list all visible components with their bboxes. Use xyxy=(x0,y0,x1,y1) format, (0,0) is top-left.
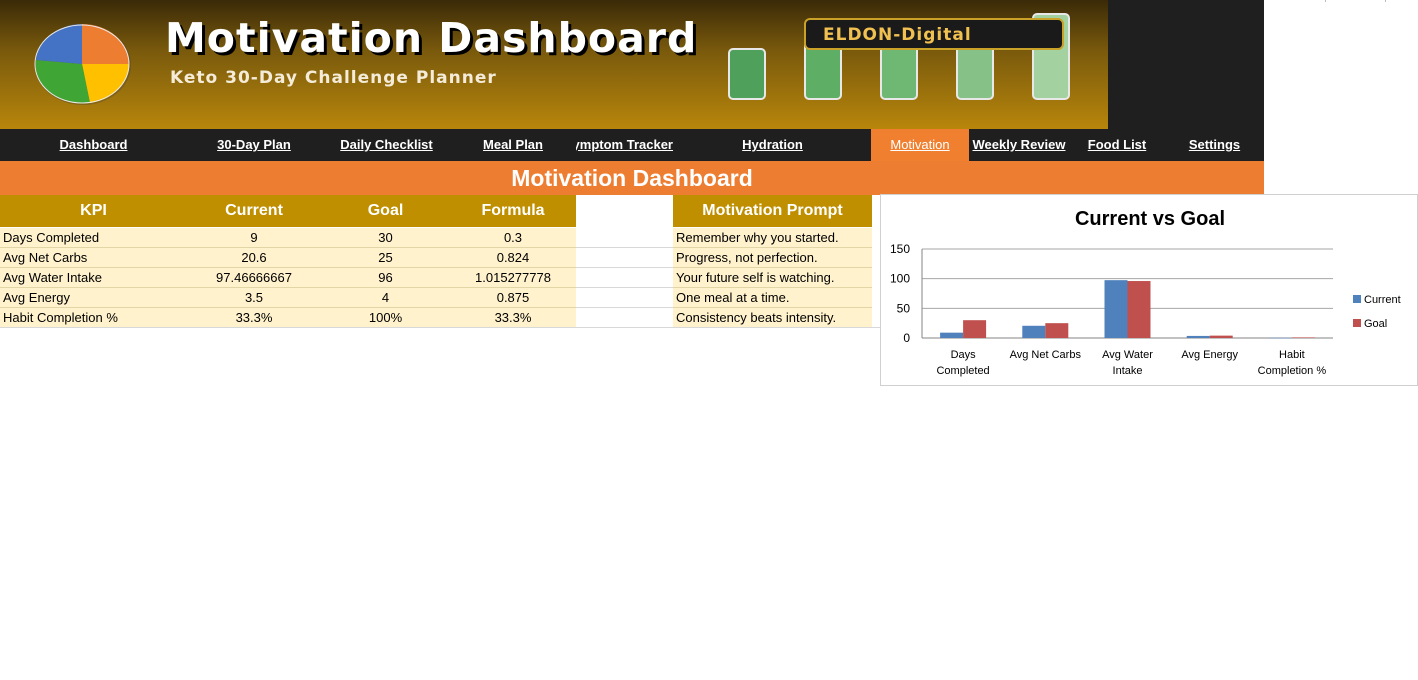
bar-current-1 xyxy=(1022,325,1046,338)
nav-settings[interactable]: Settings xyxy=(1188,137,1241,152)
brand-badge: ELDON-Digital xyxy=(804,18,1064,50)
x-tick-label: Completion % xyxy=(1258,365,1327,377)
row-gridline xyxy=(576,247,673,248)
y-tick-label: 150 xyxy=(890,242,910,256)
table-bottom-border xyxy=(0,327,880,328)
column-header-current: Current xyxy=(187,195,321,227)
nav-motivation[interactable]: Motivation xyxy=(871,129,969,161)
y-tick-label: 50 xyxy=(897,301,911,315)
y-tick-label: 0 xyxy=(903,331,910,345)
nav-hydration[interactable]: Hydration xyxy=(742,137,803,152)
column-header-goal: Goal xyxy=(321,195,450,227)
bar-goal-0 xyxy=(963,320,987,338)
page-subtitle: Keto 30-Day Challenge Planner xyxy=(170,68,497,88)
table-cell-kpi[interactable]: Avg Energy xyxy=(0,288,187,308)
table-cell-kpi[interactable]: Days Completed xyxy=(0,228,187,248)
legend-label-goal: Goal xyxy=(1364,318,1387,330)
pie-logo-icon xyxy=(34,24,131,105)
bar-goal-3 xyxy=(1209,335,1233,338)
x-tick-label: Days xyxy=(951,349,977,361)
brand-label: ELDON-Digital xyxy=(823,25,972,45)
bar-current-3 xyxy=(1186,335,1210,338)
column-header-kpi: KPI xyxy=(0,195,187,227)
table-cell-formula[interactable]: 1.015277778 xyxy=(450,268,576,288)
table-cell-goal[interactable]: 96 xyxy=(321,268,450,288)
nav-symptom-tracker[interactable]: Symptom Tracker xyxy=(576,137,673,152)
row-gridline xyxy=(576,267,673,268)
table-cell-goal[interactable]: 100% xyxy=(321,308,450,328)
x-tick-label: Completed xyxy=(936,365,989,377)
bar-goal-1 xyxy=(1045,323,1069,338)
x-tick-label: Avg Water xyxy=(1102,349,1153,361)
table-cell-formula[interactable]: 33.3% xyxy=(450,308,576,328)
table-cell-prompt[interactable]: Progress, not perfection. xyxy=(673,248,872,268)
column-header-formula: Formula xyxy=(450,195,576,227)
bar-current-0 xyxy=(940,332,964,338)
section-header: Motivation Dashboard xyxy=(0,161,1264,195)
table-cell-prompt[interactable]: Consistency beats intensity. xyxy=(673,308,872,328)
bar-goal-2 xyxy=(1127,281,1151,338)
nav-daily-checklist[interactable]: Daily Checklist xyxy=(340,137,433,152)
table-cell-prompt[interactable]: Remember why you started. xyxy=(673,228,872,248)
row-gridline xyxy=(576,307,673,308)
x-tick-label: Habit xyxy=(1279,349,1305,361)
current-vs-goal-chart[interactable]: Current vs Goal 0 50 100 150 Days Completed Avg… xyxy=(880,194,1418,386)
row-gridline xyxy=(576,287,673,288)
nav-meal-plan[interactable]: Meal Plan xyxy=(483,137,543,152)
legend-label-current: Current xyxy=(1364,294,1401,306)
column-tick xyxy=(1385,0,1386,2)
table-cell-current[interactable]: 97.46666667 xyxy=(187,268,321,288)
table-cell-goal[interactable]: 30 xyxy=(321,228,450,248)
table-cell-kpi[interactable]: Habit Completion % xyxy=(0,308,187,328)
nav-food-list[interactable]: Food List xyxy=(1087,137,1147,152)
nav-dashboard[interactable]: Dashboard xyxy=(59,137,128,152)
table-cell-kpi[interactable]: Avg Water Intake xyxy=(0,268,187,288)
legend-swatch-current xyxy=(1353,295,1361,303)
table-cell-current[interactable]: 3.5 xyxy=(187,288,321,308)
bar-current-2 xyxy=(1104,280,1128,338)
header-banner: Motivation Dashboard Keto 30-Day Challen… xyxy=(0,0,1108,129)
chart-canvas: Current vs Goal 0 50 100 150 Days Completed Avg… xyxy=(890,208,1401,377)
y-tick-label: 100 xyxy=(890,272,910,286)
x-tick-label: Intake xyxy=(1113,365,1143,377)
nav-weekly-review[interactable]: Weekly Review xyxy=(972,137,1066,152)
table-cell-kpi[interactable]: Avg Net Carbs xyxy=(0,248,187,268)
table-cell-current[interactable]: 9 xyxy=(187,228,321,248)
x-tick-label: Avg Energy xyxy=(1181,349,1238,361)
table-cell-current[interactable]: 33.3% xyxy=(187,308,321,328)
nav-bar: Dashboard 30-Day Plan Daily Checklist Me… xyxy=(0,129,1264,161)
table-cell-prompt[interactable]: One meal at a time. xyxy=(673,288,872,308)
column-tick xyxy=(1325,0,1326,2)
header-filler xyxy=(1108,0,1264,129)
chart-title: Current vs Goal xyxy=(1075,208,1225,230)
table-cell-formula[interactable]: 0.824 xyxy=(450,248,576,268)
bar-current-4 xyxy=(1268,337,1292,339)
table-cell-goal[interactable]: 4 xyxy=(321,288,450,308)
nav-30-day-plan[interactable]: 30-Day Plan xyxy=(217,137,291,152)
column-header-motivation-prompt: Motivation Prompt xyxy=(673,195,872,227)
x-tick-label: Avg Net Carbs xyxy=(1010,349,1082,361)
table-cell-goal[interactable]: 25 xyxy=(321,248,450,268)
table-cell-formula[interactable]: 0.875 xyxy=(450,288,576,308)
legend-swatch-goal xyxy=(1353,319,1361,327)
table-cell-formula[interactable]: 0.3 xyxy=(450,228,576,248)
table-cell-current[interactable]: 20.6 xyxy=(187,248,321,268)
bar-goal-4 xyxy=(1291,337,1315,338)
table-cell-prompt[interactable]: Your future self is watching. xyxy=(673,268,872,288)
page-title: Motivation Dashboard xyxy=(165,14,698,62)
deco-bar-1 xyxy=(728,48,766,100)
